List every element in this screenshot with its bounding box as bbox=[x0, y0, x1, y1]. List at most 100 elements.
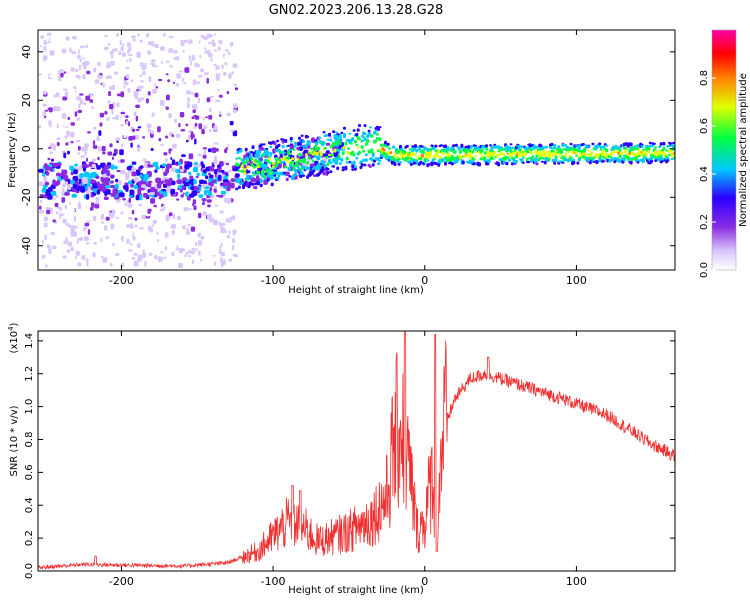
spectrogram-cell bbox=[86, 260, 89, 267]
spectrogram-cell bbox=[154, 43, 159, 49]
spectrogram-cell bbox=[195, 248, 198, 252]
spectrogram-cell bbox=[82, 74, 86, 80]
spectrogram-cell bbox=[189, 175, 194, 180]
spectrogram-cell bbox=[553, 161, 557, 165]
spectrogram-cell bbox=[192, 109, 196, 114]
spectrogram-cell bbox=[318, 150, 322, 153]
spectrogram-cell bbox=[261, 171, 265, 175]
spectrogram-cell bbox=[216, 164, 221, 168]
spectrogram-cell bbox=[122, 198, 126, 201]
colorbar: 0.0 0.2 0.4 0.6 0.8 Normalized spectral ampl… bbox=[699, 29, 749, 278]
snr-y-tick-label: 0.2 bbox=[24, 530, 35, 546]
spectrogram-cell bbox=[136, 51, 141, 58]
spectrogram-cell bbox=[535, 145, 539, 149]
spectrogram-cell bbox=[220, 257, 223, 263]
spectrogram-cell bbox=[161, 168, 164, 172]
spectrogram-cell bbox=[160, 61, 163, 64]
spectrogram-cell bbox=[209, 237, 215, 243]
spectrogram-cell bbox=[157, 180, 164, 185]
spectrogram-cell bbox=[444, 144, 447, 149]
spectrogram-cell bbox=[472, 158, 476, 161]
spectrogram-cell bbox=[288, 175, 292, 178]
spectrogram-cell bbox=[65, 237, 68, 243]
spectrogram-cell bbox=[259, 179, 263, 183]
spectrogram-cell bbox=[358, 150, 361, 155]
spectrogram-cell bbox=[120, 111, 126, 115]
spectrogram-cell bbox=[618, 148, 622, 152]
spectrogram-cell bbox=[493, 151, 497, 155]
spectrogram-cell bbox=[628, 152, 632, 155]
spectrogram-cell bbox=[171, 134, 174, 138]
spectrogram-cell bbox=[183, 39, 189, 43]
spectrogram-cell bbox=[86, 60, 90, 66]
spectrogram-cell bbox=[313, 166, 316, 169]
spectrogram-cell bbox=[92, 183, 98, 189]
spectrogram-cell bbox=[269, 145, 273, 149]
spectrogram-cell bbox=[378, 137, 382, 142]
spectrogram-x-tick-label: -200 bbox=[109, 274, 134, 287]
spectrogram-cell bbox=[125, 74, 130, 79]
spectrogram-cell bbox=[59, 72, 64, 78]
spectrogram-cell bbox=[145, 215, 151, 219]
spectrogram-cell bbox=[92, 163, 96, 168]
spectrogram-cell bbox=[219, 114, 222, 117]
spectrogram-cell bbox=[641, 148, 645, 152]
spectrogram-cell bbox=[355, 144, 359, 146]
spectrogram-cell bbox=[472, 148, 476, 151]
spectrogram-cell bbox=[130, 242, 133, 246]
spectrogram-cell bbox=[351, 150, 355, 154]
spectrogram-cell bbox=[65, 223, 70, 226]
spectrogram-cell bbox=[83, 146, 88, 152]
spectrogram-cell bbox=[381, 154, 385, 158]
spectrogram-cell bbox=[337, 154, 341, 159]
spectrogram-cell bbox=[127, 49, 130, 54]
spectrogram-cell bbox=[510, 162, 514, 166]
spectrogram-cell bbox=[569, 142, 573, 146]
spectrogram-cell bbox=[569, 159, 573, 162]
spectrogram-cell bbox=[352, 160, 356, 165]
spectrogram-cell bbox=[109, 104, 114, 110]
spectrogram-cell bbox=[422, 152, 426, 155]
spectrogram-cell bbox=[110, 180, 114, 184]
spectrogram-cell bbox=[250, 175, 254, 179]
spectrogram-cell bbox=[129, 223, 134, 229]
spectrogram-cell bbox=[49, 50, 55, 56]
spectrogram-cell bbox=[258, 161, 262, 164]
spectrogram-cell bbox=[338, 134, 342, 138]
spectrogram-cell bbox=[112, 156, 114, 160]
spectrogram-cell bbox=[62, 218, 67, 224]
spectrogram-cell bbox=[197, 232, 202, 236]
spectrogram-cell bbox=[139, 174, 143, 179]
spectrogram-cell bbox=[519, 154, 523, 157]
spectrogram-cell bbox=[77, 203, 82, 210]
spectrogram-cell bbox=[453, 156, 457, 160]
spectrogram-cell bbox=[386, 142, 390, 146]
spectrogram-cell bbox=[126, 59, 129, 63]
spectrogram-cell bbox=[198, 200, 203, 204]
spectrogram-cell bbox=[229, 120, 234, 126]
spectrogram-cell bbox=[352, 153, 356, 157]
spectrogram-x-ticks: -200 -100 0 100 bbox=[109, 30, 587, 287]
spectrogram-cell bbox=[196, 81, 201, 84]
spectrogram-cell bbox=[101, 145, 106, 152]
spectrogram-cell bbox=[87, 131, 91, 134]
spectrogram-cell bbox=[141, 184, 146, 188]
spectrogram-cell bbox=[536, 147, 540, 151]
spectrogram-cell bbox=[222, 259, 226, 265]
spectrogram-cell bbox=[356, 128, 360, 132]
spectrogram-cell bbox=[207, 50, 211, 55]
spectrogram-cell bbox=[152, 260, 158, 265]
spectrogram-cell bbox=[520, 158, 524, 162]
spectrogram-cell bbox=[340, 158, 344, 162]
spectrogram-cell bbox=[640, 145, 644, 149]
spectrogram-cell bbox=[49, 144, 53, 148]
spectrogram-cell bbox=[67, 141, 70, 144]
spectrogram-cell bbox=[363, 137, 367, 142]
spectrogram-cell bbox=[366, 134, 370, 138]
spectrogram-cell bbox=[540, 160, 544, 163]
spectrogram-cell bbox=[587, 149, 591, 152]
spectrogram-cell bbox=[120, 211, 124, 215]
spectrogram-cell bbox=[228, 217, 232, 223]
spectrogram-cell bbox=[170, 150, 175, 155]
spectrogram-cell bbox=[373, 159, 376, 163]
